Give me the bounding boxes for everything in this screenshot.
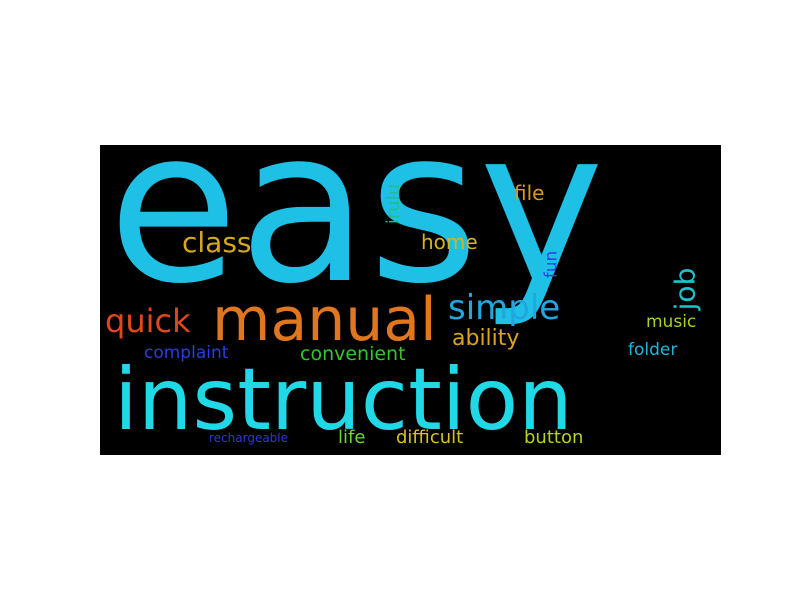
word-difficult: difficult	[396, 427, 464, 448]
word-manual: manual	[212, 285, 437, 355]
word-easy: easy	[108, 145, 605, 330]
word-file: file	[514, 181, 545, 205]
word-job: job	[668, 267, 702, 311]
word-fun: fun	[541, 250, 562, 279]
word-complaint: complaint	[144, 343, 229, 363]
word-ability: ability	[452, 326, 520, 351]
word-rechargeable: rechargeable	[209, 431, 289, 445]
word-class: class	[182, 226, 252, 259]
word-cloud: easy instruction manual simple quick cla…	[100, 145, 721, 455]
word-quick: quick	[105, 302, 191, 340]
word-instruction: instruction	[114, 350, 573, 450]
word-convenient: convenient	[300, 343, 406, 365]
word-life: life	[338, 427, 366, 448]
word-simple: simple	[448, 288, 561, 328]
word-music: music	[646, 312, 697, 332]
word-button: button	[524, 427, 584, 448]
word-folder: folder	[628, 340, 678, 360]
word-home: home	[421, 230, 478, 254]
word-irulu: irulu	[383, 183, 405, 225]
